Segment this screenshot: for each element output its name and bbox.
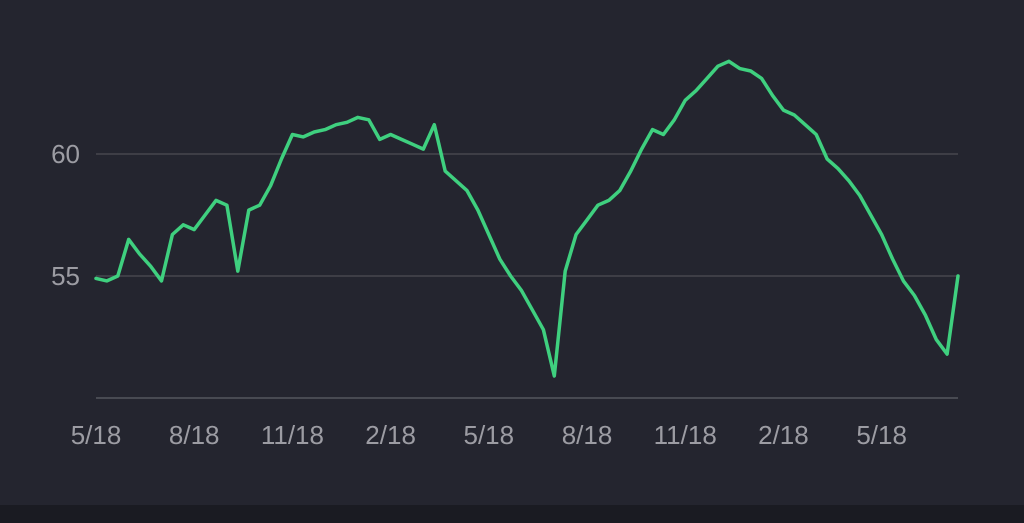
- x-tick-label: 11/18: [654, 420, 717, 450]
- x-tick-label: 11/18: [261, 420, 324, 450]
- x-tick-label: 2/18: [758, 420, 809, 450]
- bottom-bar: [0, 505, 1024, 523]
- x-tick-label: 2/18: [365, 420, 416, 450]
- x-tick-label: 5/18: [71, 420, 122, 450]
- x-tick-label: 5/18: [464, 420, 515, 450]
- y-tick-label: 55: [51, 261, 80, 291]
- y-tick-label: 60: [51, 139, 80, 169]
- x-tick-label: 8/18: [562, 420, 613, 450]
- data-line: [94, 59, 960, 378]
- x-tick-label: 5/18: [856, 420, 907, 450]
- x-tick-label: 8/18: [169, 420, 220, 450]
